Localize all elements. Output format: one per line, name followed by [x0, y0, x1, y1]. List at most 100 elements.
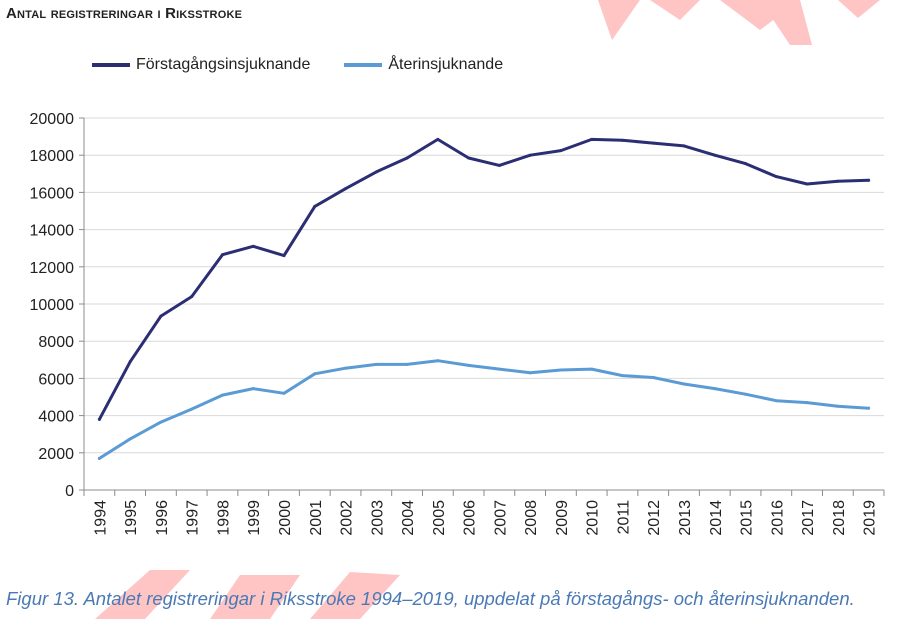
legend: Förstagångsinsjuknande Återinsjuknande — [92, 54, 537, 76]
data-point-first — [159, 314, 163, 318]
y-tick-label: 14000 — [30, 223, 75, 240]
y-tick-label: 8000 — [38, 334, 74, 351]
y-tick-label: 12000 — [30, 260, 75, 277]
data-point-first — [867, 178, 871, 182]
x-tick-label: 2003 — [369, 500, 386, 536]
x-tick-label: 2018 — [831, 500, 848, 536]
y-tick-label: 0 — [65, 483, 74, 500]
data-point-first — [836, 179, 840, 183]
x-tick-label: 2016 — [769, 500, 786, 536]
series-line-recurrent — [97, 359, 871, 460]
data-point-recurrent — [713, 387, 717, 391]
data-point-recurrent — [405, 362, 409, 366]
data-point-first — [620, 138, 624, 142]
data-point-recurrent — [836, 404, 840, 408]
data-point-recurrent — [590, 367, 594, 371]
x-tick-label: 2005 — [431, 500, 448, 536]
y-tick-label: 20000 — [30, 111, 75, 128]
data-point-first — [436, 137, 440, 141]
data-point-first — [651, 141, 655, 145]
data-point-recurrent — [436, 359, 440, 363]
data-point-recurrent — [374, 362, 378, 366]
data-point-first — [528, 153, 532, 157]
figure-caption: Figur 13. Antalet registreringar i Rikss… — [6, 588, 855, 609]
x-tick-label: 2008 — [523, 500, 540, 536]
x-tick-label: 1995 — [123, 500, 140, 536]
data-point-first — [682, 144, 686, 148]
data-point-first — [805, 182, 809, 186]
data-point-first — [713, 153, 717, 157]
legend-swatch-first — [92, 63, 130, 67]
x-tick-label: 2019 — [862, 500, 879, 536]
data-point-recurrent — [190, 407, 194, 411]
x-tick-label: 2013 — [677, 500, 694, 536]
data-point-recurrent — [682, 382, 686, 386]
data-point-first — [313, 204, 317, 208]
y-tick-label: 2000 — [38, 446, 74, 463]
data-point-recurrent — [528, 371, 532, 375]
y-tick-label: 6000 — [38, 371, 74, 388]
x-tick-label: 2006 — [462, 500, 479, 536]
x-tick-label: 1994 — [92, 500, 109, 536]
legend-label-recurrent: Återinsjuknande — [388, 56, 504, 73]
data-point-recurrent — [559, 368, 563, 372]
data-point-first — [744, 162, 748, 166]
x-tick-label: 2010 — [585, 500, 602, 536]
y-tick-label: 10000 — [30, 297, 75, 314]
data-point-first — [190, 295, 194, 299]
data-point-recurrent — [467, 363, 471, 367]
legend-swatch-recurrent — [344, 63, 383, 67]
data-point-recurrent — [805, 401, 809, 405]
data-point-recurrent — [313, 372, 317, 376]
data-point-recurrent — [344, 366, 348, 370]
x-tick-label: 2004 — [400, 500, 417, 536]
data-point-first — [282, 254, 286, 258]
series-line-first — [97, 137, 871, 421]
x-tick-label: 1996 — [154, 500, 171, 536]
y-tick-label: 4000 — [38, 409, 74, 426]
data-point-first — [467, 156, 471, 160]
data-point-first — [405, 156, 409, 160]
x-tick-label: 2011 — [615, 500, 632, 535]
legend-label-first: Förstagångsinsjuknande — [136, 56, 311, 73]
x-tick-label: 2015 — [739, 500, 756, 536]
data-point-first — [344, 187, 348, 191]
data-point-first — [128, 360, 132, 364]
x-tick-label: 2002 — [339, 500, 356, 536]
x-tick-label: 1999 — [246, 500, 263, 536]
x-tick-label: 1997 — [185, 500, 202, 536]
data-point-first — [251, 244, 255, 248]
data-point-first — [774, 175, 778, 179]
data-point-recurrent — [220, 393, 224, 397]
data-point-first — [590, 137, 594, 141]
x-tick-label: 2001 — [308, 500, 325, 536]
data-point-first — [220, 253, 224, 257]
x-tick-label: 2007 — [492, 500, 509, 536]
x-tick-label: 2014 — [708, 500, 725, 536]
y-tick-label: 18000 — [30, 148, 75, 165]
y-tick-label: 16000 — [30, 185, 75, 202]
x-tick-label: 1998 — [215, 500, 232, 536]
x-tick-label: 2000 — [277, 500, 294, 536]
data-point-recurrent — [497, 367, 501, 371]
legend-item-first: Förstagångsinsjuknande — [92, 56, 310, 74]
data-point-recurrent — [282, 391, 286, 395]
data-point-recurrent — [97, 456, 101, 460]
data-point-first — [97, 417, 101, 421]
data-point-recurrent — [867, 406, 871, 410]
x-tick-label: 2017 — [800, 500, 817, 536]
data-point-recurrent — [774, 399, 778, 403]
x-tick-label: 2012 — [646, 500, 663, 536]
data-point-first — [559, 149, 563, 153]
data-point-first — [374, 170, 378, 174]
chart-title: Antal registreringar i Riksstroke — [6, 5, 243, 22]
data-point-recurrent — [251, 387, 255, 391]
x-tick-label: 2009 — [554, 500, 571, 536]
data-point-recurrent — [159, 420, 163, 424]
data-point-recurrent — [651, 375, 655, 379]
data-point-recurrent — [620, 374, 624, 378]
data-point-first — [497, 163, 501, 167]
legend-item-recurrent: Återinsjuknande — [344, 56, 503, 74]
